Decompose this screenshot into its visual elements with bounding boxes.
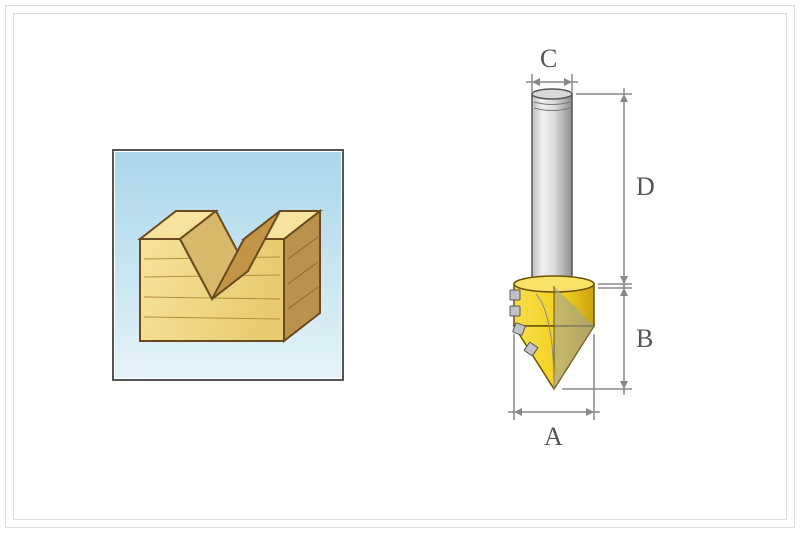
wood-groove-illustration <box>112 149 344 381</box>
dim-label-c: C <box>540 44 557 74</box>
dim-label-d: D <box>636 172 655 202</box>
dim-label-b: B <box>636 324 653 354</box>
router-bit-drawing <box>454 44 734 464</box>
inner-frame: C D B A <box>13 13 787 520</box>
dim-label-a: A <box>544 422 563 452</box>
diagram-content: C D B A <box>14 14 786 519</box>
